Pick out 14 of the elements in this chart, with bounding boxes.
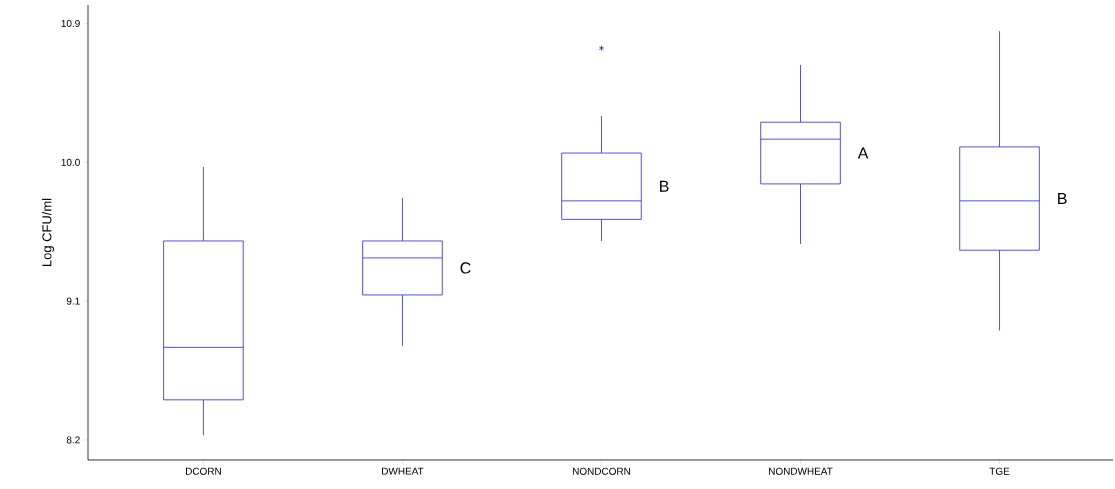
annotation: B (1058, 193, 1067, 205)
y-tick-label: 8.2 (66, 436, 80, 444)
annotation: A (857, 147, 869, 159)
x-tick-label: NONDCORN (572, 467, 631, 475)
x-tick-label: NONDWHEAT (769, 467, 833, 475)
y-tick-label: 10.9 (61, 19, 80, 28)
y-tick-label: 9.1 (66, 297, 80, 305)
annotation: B (660, 180, 669, 192)
x-tick-label: TGE (989, 467, 1010, 475)
annotation: C (460, 262, 471, 274)
x-tick-label: DCORN (185, 467, 221, 475)
x-tick-label: DWHEAT (382, 467, 424, 475)
y-tick-label: 10.0 (61, 158, 80, 166)
y-axis-title: Log CFU/ml (41, 198, 55, 266)
